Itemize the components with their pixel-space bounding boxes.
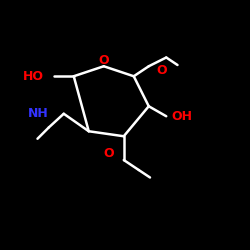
Text: HO: HO [23, 70, 44, 83]
Text: OH: OH [171, 110, 192, 123]
Text: O: O [98, 54, 109, 66]
Text: NH: NH [28, 107, 49, 120]
Text: O: O [104, 147, 114, 160]
Text: O: O [156, 64, 166, 76]
